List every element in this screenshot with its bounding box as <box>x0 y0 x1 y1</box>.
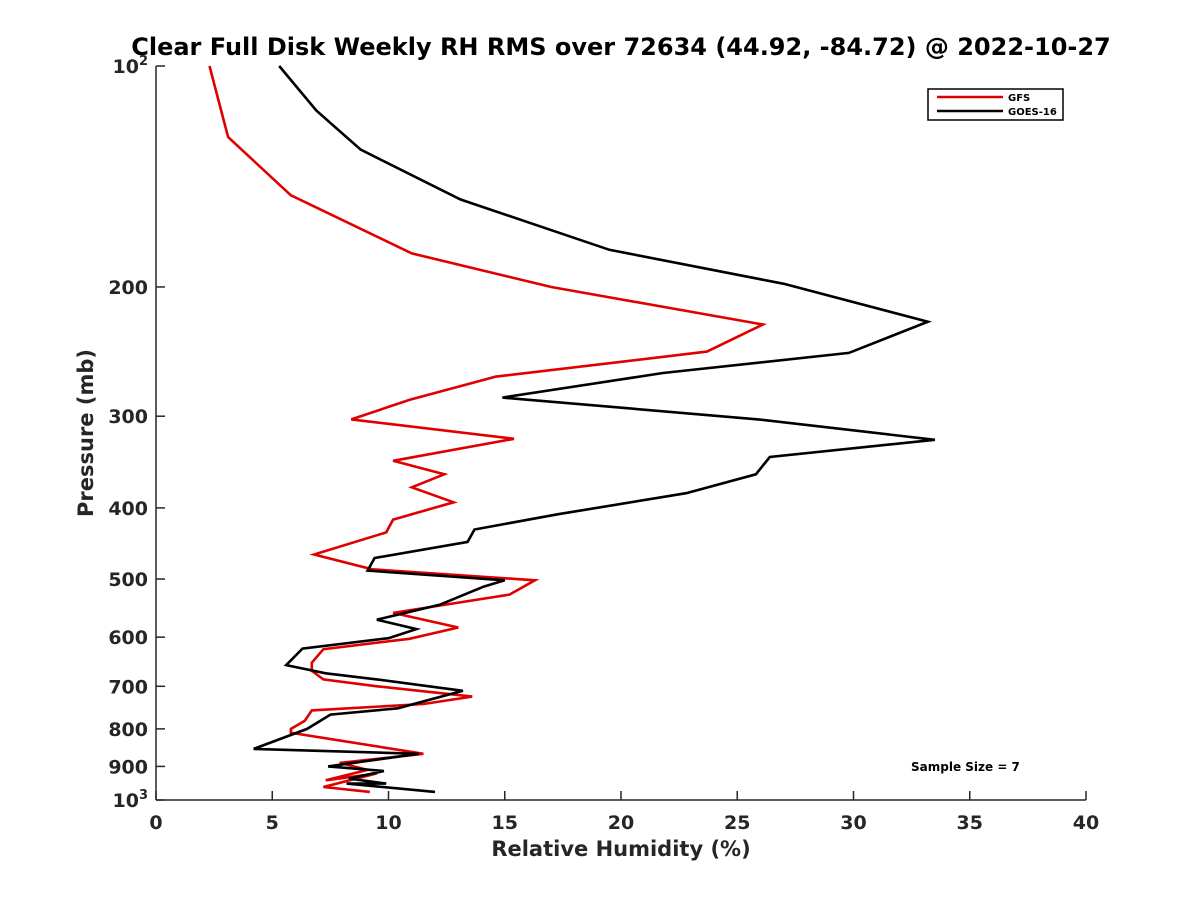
y-tick-label: 400 <box>108 498 148 520</box>
y-tick-label: 600 <box>108 627 148 649</box>
y-tick-label-base: 500 <box>108 569 148 591</box>
x-tick-label: 0 <box>149 812 162 834</box>
x-tick-label: 20 <box>608 812 634 834</box>
legend-box <box>927 88 1064 121</box>
y-tick-label-base: 800 <box>108 719 148 741</box>
y-tick-label: 300 <box>108 406 148 428</box>
y-tick-label: 800 <box>108 719 148 741</box>
y-tick-label-base: 400 <box>108 498 148 520</box>
legend-label-gfs: GFS <box>1008 93 1030 104</box>
chart-title: Clear Full Disk Weekly RH RMS over 72634… <box>131 33 1111 61</box>
y-tick-label: 200 <box>108 277 148 299</box>
y-axis-label: Pressure (mb) <box>74 349 98 517</box>
sample-size-annotation: Sample Size = 7 <box>911 760 1020 774</box>
x-tick-label: 15 <box>492 812 518 834</box>
y-tick-label: 700 <box>108 676 148 698</box>
series-line-gfs <box>208 65 767 794</box>
y-tick-label: 103 <box>113 788 149 812</box>
y-tick-label-base: 600 <box>108 627 148 649</box>
y-tick-label: 900 <box>108 756 148 778</box>
x-tick-label: 30 <box>840 812 866 834</box>
x-tick-label: 5 <box>266 812 279 834</box>
y-tick-label: 500 <box>108 569 148 591</box>
y-tick-label-base: 200 <box>108 277 148 299</box>
legend: GFS GOES-16 <box>927 88 1064 121</box>
x-tick-label: 35 <box>957 812 983 834</box>
legend-label-goes-16: GOES-16 <box>1008 107 1057 118</box>
series-layer <box>208 65 936 794</box>
x-tick-label: 25 <box>724 812 750 834</box>
x-axis-label: Relative Humidity (%) <box>491 837 750 861</box>
y-tick-label-base: 900 <box>108 756 148 778</box>
y-tick-label: 102 <box>113 54 149 78</box>
y-tick-label-base: 300 <box>108 406 148 428</box>
y-tick-label-base: 10 <box>113 56 139 78</box>
y-tick-label-base: 700 <box>108 676 148 698</box>
y-tick-label-base: 10 <box>113 790 139 812</box>
series-line-goes-16 <box>253 65 936 794</box>
x-tick-label: 10 <box>375 812 401 834</box>
x-tick-label: 40 <box>1073 812 1099 834</box>
y-tick-label-exponent: 3 <box>139 788 148 803</box>
y-tick-label-exponent: 2 <box>139 54 148 69</box>
x-axis-ticks: 0 5 10 15 20 25 30 35 40 <box>149 791 1099 834</box>
